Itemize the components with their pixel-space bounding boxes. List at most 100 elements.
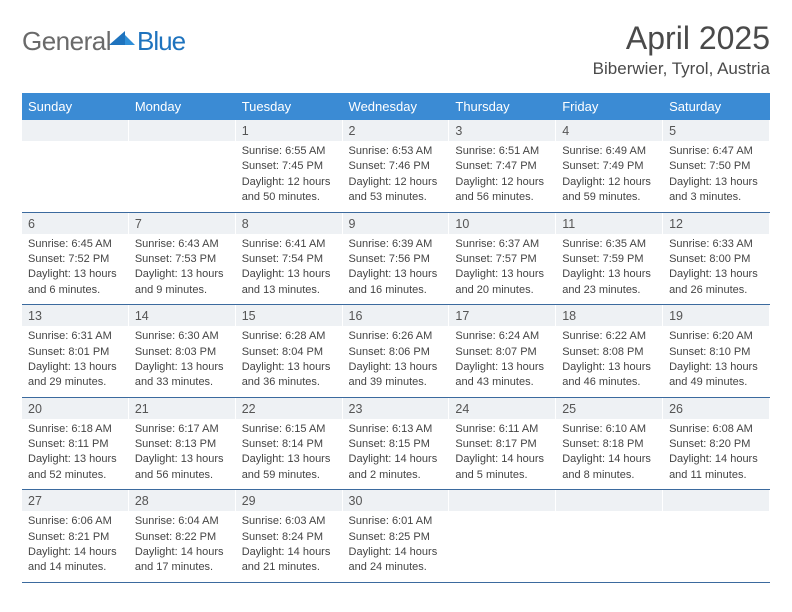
sunrise-text: Sunrise: 6:08 AM bbox=[669, 422, 764, 437]
day-number: 12 bbox=[663, 213, 770, 234]
daylight-text: Daylight: 14 hours and 21 minutes. bbox=[242, 545, 337, 576]
calendar-week-row: 13Sunrise: 6:31 AMSunset: 8:01 PMDayligh… bbox=[22, 305, 770, 398]
sunrise-text: Sunrise: 6:13 AM bbox=[349, 422, 444, 437]
sunrise-text: Sunrise: 6:24 AM bbox=[455, 329, 550, 344]
day-content: Sunrise: 6:04 AMSunset: 8:22 PMDaylight:… bbox=[129, 511, 236, 582]
sunrise-text: Sunrise: 6:26 AM bbox=[349, 329, 444, 344]
daylight-text: Daylight: 14 hours and 14 minutes. bbox=[28, 545, 123, 576]
sunrise-text: Sunrise: 6:22 AM bbox=[562, 329, 657, 344]
title-block: April 2025 Biberwier, Tyrol, Austria bbox=[593, 20, 770, 79]
calendar-day-cell: 5Sunrise: 6:47 AMSunset: 7:50 PMDaylight… bbox=[663, 120, 770, 212]
day-content: Sunrise: 6:15 AMSunset: 8:14 PMDaylight:… bbox=[236, 419, 343, 490]
daylight-text: Daylight: 14 hours and 24 minutes. bbox=[349, 545, 444, 576]
day-number: 9 bbox=[343, 213, 450, 234]
sunset-text: Sunset: 8:10 PM bbox=[669, 345, 764, 360]
sunset-text: Sunset: 7:59 PM bbox=[562, 252, 657, 267]
day-content: Sunrise: 6:28 AMSunset: 8:04 PMDaylight:… bbox=[236, 326, 343, 397]
calendar-week-row: 6Sunrise: 6:45 AMSunset: 7:52 PMDaylight… bbox=[22, 212, 770, 305]
sunset-text: Sunset: 8:20 PM bbox=[669, 437, 764, 452]
day-content: Sunrise: 6:55 AMSunset: 7:45 PMDaylight:… bbox=[236, 141, 343, 212]
sunrise-text: Sunrise: 6:01 AM bbox=[349, 514, 444, 529]
daylight-text: Daylight: 13 hours and 46 minutes. bbox=[562, 360, 657, 391]
calendar-day-cell: 25Sunrise: 6:10 AMSunset: 8:18 PMDayligh… bbox=[556, 397, 663, 490]
calendar-day-cell: 17Sunrise: 6:24 AMSunset: 8:07 PMDayligh… bbox=[449, 305, 556, 398]
weekday-sunday: Sunday bbox=[22, 93, 129, 120]
sunset-text: Sunset: 8:22 PM bbox=[135, 530, 230, 545]
sunrise-text: Sunrise: 6:55 AM bbox=[242, 144, 337, 159]
sunrise-text: Sunrise: 6:39 AM bbox=[349, 237, 444, 252]
daylight-text: Daylight: 13 hours and 26 minutes. bbox=[669, 267, 764, 298]
sunrise-text: Sunrise: 6:37 AM bbox=[455, 237, 550, 252]
calendar-day-cell: 8Sunrise: 6:41 AMSunset: 7:54 PMDaylight… bbox=[236, 212, 343, 305]
calendar-day-cell: 28Sunrise: 6:04 AMSunset: 8:22 PMDayligh… bbox=[129, 490, 236, 583]
daylight-text: Daylight: 12 hours and 53 minutes. bbox=[349, 175, 444, 206]
sunrise-text: Sunrise: 6:18 AM bbox=[28, 422, 123, 437]
day-content: Sunrise: 6:51 AMSunset: 7:47 PMDaylight:… bbox=[449, 141, 556, 212]
sunset-text: Sunset: 7:49 PM bbox=[562, 159, 657, 174]
calendar-day-cell bbox=[22, 120, 129, 212]
day-content: Sunrise: 6:11 AMSunset: 8:17 PMDaylight:… bbox=[449, 419, 556, 490]
day-number: 10 bbox=[449, 213, 556, 234]
day-content: Sunrise: 6:22 AMSunset: 8:08 PMDaylight:… bbox=[556, 326, 663, 397]
day-content: Sunrise: 6:18 AMSunset: 8:11 PMDaylight:… bbox=[22, 419, 129, 490]
sunset-text: Sunset: 7:57 PM bbox=[455, 252, 550, 267]
day-number: 5 bbox=[663, 120, 770, 141]
calendar-day-cell: 15Sunrise: 6:28 AMSunset: 8:04 PMDayligh… bbox=[236, 305, 343, 398]
day-number-empty bbox=[663, 490, 770, 511]
sunset-text: Sunset: 8:11 PM bbox=[28, 437, 123, 452]
calendar-day-cell bbox=[449, 490, 556, 583]
day-number: 29 bbox=[236, 490, 343, 511]
day-content: Sunrise: 6:33 AMSunset: 8:00 PMDaylight:… bbox=[663, 234, 770, 305]
sunrise-text: Sunrise: 6:28 AM bbox=[242, 329, 337, 344]
day-content: Sunrise: 6:53 AMSunset: 7:46 PMDaylight:… bbox=[343, 141, 450, 212]
day-number: 14 bbox=[129, 305, 236, 326]
day-number: 6 bbox=[22, 213, 129, 234]
day-number: 24 bbox=[449, 398, 556, 419]
day-number: 22 bbox=[236, 398, 343, 419]
day-content: Sunrise: 6:47 AMSunset: 7:50 PMDaylight:… bbox=[663, 141, 770, 212]
day-content: Sunrise: 6:06 AMSunset: 8:21 PMDaylight:… bbox=[22, 511, 129, 582]
month-title: April 2025 bbox=[593, 20, 770, 57]
day-content: Sunrise: 6:41 AMSunset: 7:54 PMDaylight:… bbox=[236, 234, 343, 305]
day-number-empty bbox=[129, 120, 236, 141]
calendar-day-cell bbox=[129, 120, 236, 212]
day-content: Sunrise: 6:43 AMSunset: 7:53 PMDaylight:… bbox=[129, 234, 236, 305]
day-number: 21 bbox=[129, 398, 236, 419]
sunset-text: Sunset: 8:06 PM bbox=[349, 345, 444, 360]
header-row: General Blue April 2025 Biberwier, Tyrol… bbox=[22, 20, 770, 79]
sunset-text: Sunset: 7:52 PM bbox=[28, 252, 123, 267]
calendar-table: Sunday Monday Tuesday Wednesday Thursday… bbox=[22, 93, 770, 583]
day-number: 23 bbox=[343, 398, 450, 419]
sunset-text: Sunset: 8:15 PM bbox=[349, 437, 444, 452]
day-number: 30 bbox=[343, 490, 450, 511]
sunrise-text: Sunrise: 6:33 AM bbox=[669, 237, 764, 252]
daylight-text: Daylight: 12 hours and 56 minutes. bbox=[455, 175, 550, 206]
location: Biberwier, Tyrol, Austria bbox=[593, 59, 770, 79]
day-content: Sunrise: 6:37 AMSunset: 7:57 PMDaylight:… bbox=[449, 234, 556, 305]
calendar-day-cell: 4Sunrise: 6:49 AMSunset: 7:49 PMDaylight… bbox=[556, 120, 663, 212]
daylight-text: Daylight: 12 hours and 50 minutes. bbox=[242, 175, 337, 206]
daylight-text: Daylight: 13 hours and 6 minutes. bbox=[28, 267, 123, 298]
daylight-text: Daylight: 13 hours and 59 minutes. bbox=[242, 452, 337, 483]
day-content: Sunrise: 6:03 AMSunset: 8:24 PMDaylight:… bbox=[236, 511, 343, 582]
weekday-wednesday: Wednesday bbox=[343, 93, 450, 120]
calendar-day-cell: 9Sunrise: 6:39 AMSunset: 7:56 PMDaylight… bbox=[343, 212, 450, 305]
day-number: 26 bbox=[663, 398, 770, 419]
weekday-thursday: Thursday bbox=[449, 93, 556, 120]
calendar-day-cell: 30Sunrise: 6:01 AMSunset: 8:25 PMDayligh… bbox=[343, 490, 450, 583]
day-number-empty bbox=[449, 490, 556, 511]
sunset-text: Sunset: 7:54 PM bbox=[242, 252, 337, 267]
day-number: 4 bbox=[556, 120, 663, 141]
day-content: Sunrise: 6:35 AMSunset: 7:59 PMDaylight:… bbox=[556, 234, 663, 305]
day-number: 2 bbox=[343, 120, 450, 141]
day-number-empty bbox=[556, 490, 663, 511]
day-number-empty bbox=[22, 120, 129, 141]
calendar-day-cell: 24Sunrise: 6:11 AMSunset: 8:17 PMDayligh… bbox=[449, 397, 556, 490]
sunset-text: Sunset: 8:13 PM bbox=[135, 437, 230, 452]
day-number: 19 bbox=[663, 305, 770, 326]
sunrise-text: Sunrise: 6:31 AM bbox=[28, 329, 123, 344]
day-number: 11 bbox=[556, 213, 663, 234]
daylight-text: Daylight: 13 hours and 56 minutes. bbox=[135, 452, 230, 483]
day-number: 17 bbox=[449, 305, 556, 326]
calendar-day-cell bbox=[556, 490, 663, 583]
